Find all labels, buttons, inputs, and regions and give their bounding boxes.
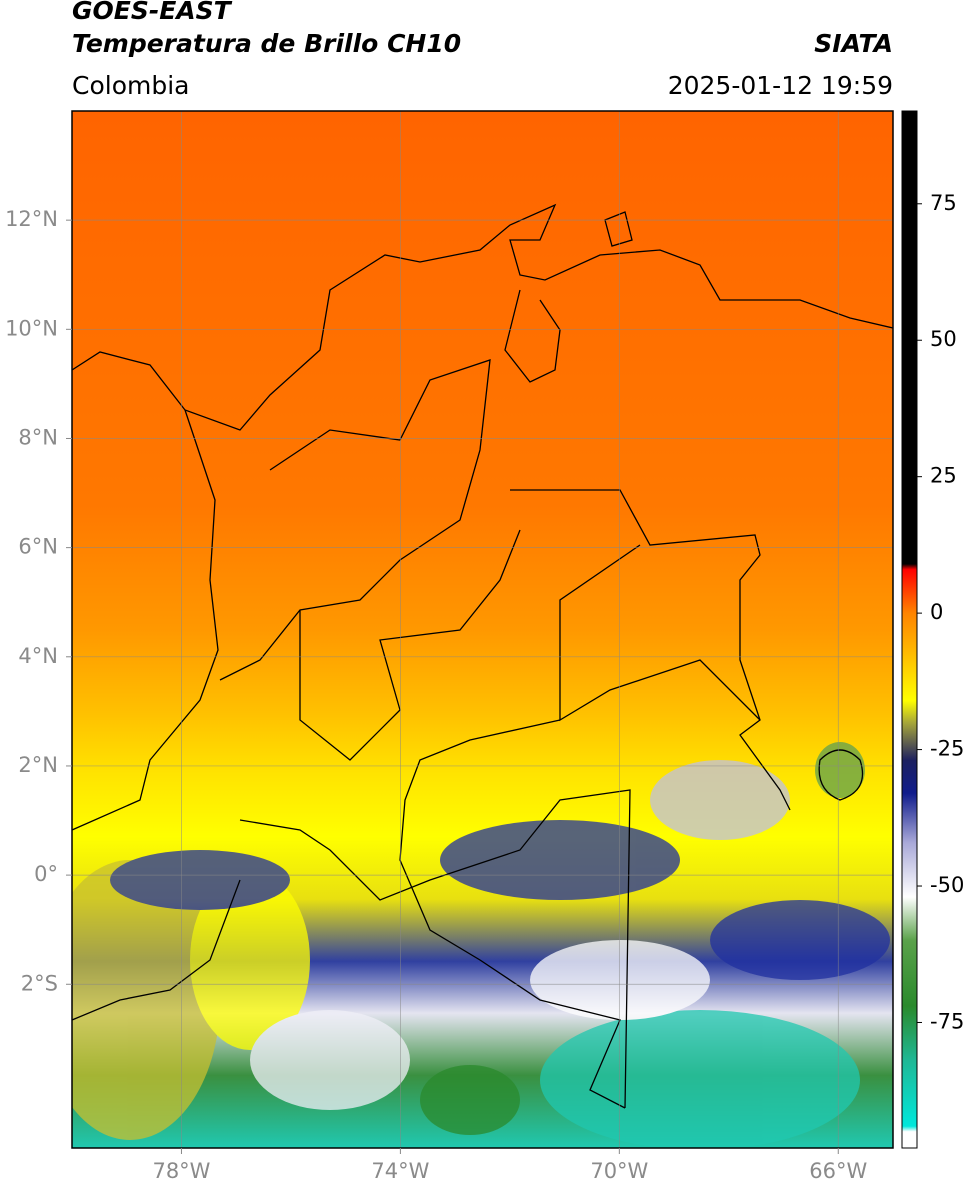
colorbar xyxy=(901,110,918,1149)
lon-tick-label: 70°W xyxy=(590,1159,648,1183)
title: GOES-EAST xyxy=(72,0,233,25)
colorbar-tick-label: -75 xyxy=(930,1009,964,1033)
lat-tick-label: 2°N xyxy=(18,753,58,777)
colorbar-tick-label: 75 xyxy=(930,191,957,215)
lat-tick-label: 0° xyxy=(34,862,58,886)
lat-tick-label: 10°N xyxy=(5,316,58,340)
graticule xyxy=(72,111,893,1148)
lat-tick-label: 4°N xyxy=(18,644,58,668)
lat-tick-label: 6°N xyxy=(18,535,58,559)
source: SIATA xyxy=(814,29,893,58)
subtitle: Temperatura de Brillo CH10 xyxy=(72,29,461,58)
map-frame xyxy=(71,110,894,1149)
datetime: 2025-01-12 19:59 xyxy=(668,71,893,100)
colorbar-tick-label: 50 xyxy=(930,327,957,351)
colorbar-tick-label: 0 xyxy=(930,600,943,624)
colorbar-tick-label: -50 xyxy=(930,873,964,897)
cloud-texture xyxy=(72,742,890,1148)
region: Colombia xyxy=(72,71,189,100)
lon-tick-label: 74°W xyxy=(371,1159,429,1183)
lat-tick-label: 2°S xyxy=(21,971,58,995)
map-field xyxy=(72,111,893,1148)
lat-tick-label: 12°N xyxy=(5,207,58,231)
lon-tick-label: 66°W xyxy=(809,1159,867,1183)
lon-tick-label: 78°W xyxy=(152,1159,210,1183)
lat-tick-label: 8°N xyxy=(18,425,58,449)
colorbar-tick-label: -25 xyxy=(930,737,964,761)
colorbar-tick-label: 25 xyxy=(930,464,957,488)
